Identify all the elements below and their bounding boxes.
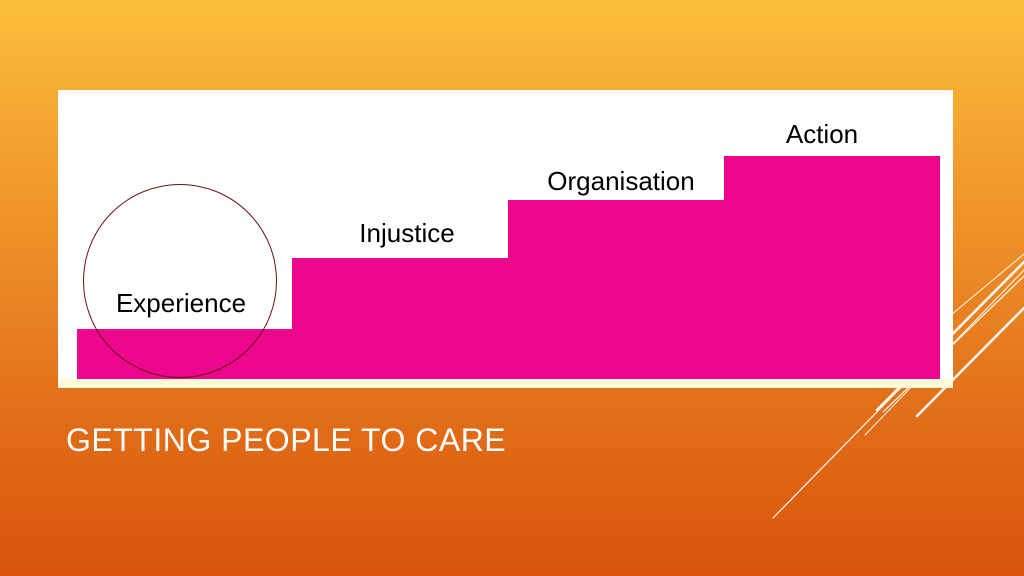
- step-label-injustice: Injustice: [359, 218, 455, 248]
- step-organisation: [508, 200, 724, 379]
- slide-title: GETTING PEOPLE TO CARE: [66, 422, 507, 458]
- step-label-experience: Experience: [115, 288, 247, 318]
- step-label-action: Action: [785, 119, 859, 149]
- image-bottom-strip: [58, 379, 953, 388]
- highlight-circle: [83, 184, 277, 378]
- step-label-organisation: Organisation: [547, 166, 695, 196]
- step-injustice: [292, 258, 508, 379]
- step-action: [724, 156, 940, 379]
